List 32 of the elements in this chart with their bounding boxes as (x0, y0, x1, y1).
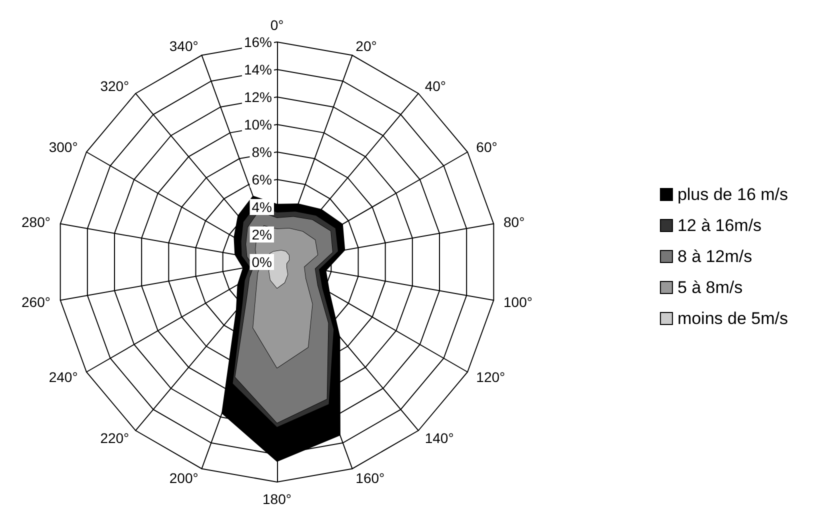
spoke-label: 100° (504, 294, 532, 310)
spoke-label: 60° (476, 139, 498, 155)
spoke-label: 40° (424, 78, 446, 94)
spoke-label: 0° (270, 17, 284, 33)
legend-label: plus de 16 m/s (677, 185, 788, 204)
spoke-label: 280° (22, 214, 50, 230)
spoke-label: 340° (169, 38, 198, 54)
y-tick-label: 4% (252, 199, 272, 215)
y-tick-label: 14% (244, 62, 272, 78)
spoke-label: 200° (169, 470, 198, 486)
spoke-label: 140° (424, 430, 454, 446)
spoke-label: 240° (48, 369, 78, 385)
spoke-label: 120° (476, 369, 506, 385)
y-tick-label: 0% (252, 254, 272, 270)
y-tick-label: 2% (252, 226, 272, 242)
y-tick-label: 16% (244, 34, 272, 50)
spoke-label: 160° (356, 470, 385, 486)
spoke-label: 260° (22, 294, 50, 310)
spoke-label: 180° (262, 491, 292, 507)
y-tick-label: 8% (252, 144, 272, 160)
y-tick-label: 12% (244, 89, 272, 105)
spoke-label: 80° (504, 214, 525, 230)
legend-label: moins de 5m/s (677, 309, 788, 328)
y-tick-label: 10% (244, 116, 272, 132)
spoke-label: 300° (48, 139, 78, 155)
spoke-label: 20° (356, 38, 377, 54)
spoke-label: 220° (100, 430, 130, 446)
spoke-label: 320° (100, 78, 130, 94)
y-tick-label: 6% (252, 172, 272, 188)
legend-label: 5 à 8m/s (677, 278, 743, 297)
legend-label: 8 à 12m/s (677, 247, 752, 266)
legend-label: 12 à 16m/s (677, 216, 762, 235)
